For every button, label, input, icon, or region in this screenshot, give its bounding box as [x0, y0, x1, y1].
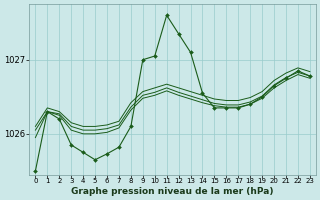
X-axis label: Graphe pression niveau de la mer (hPa): Graphe pression niveau de la mer (hPa) [71, 187, 274, 196]
